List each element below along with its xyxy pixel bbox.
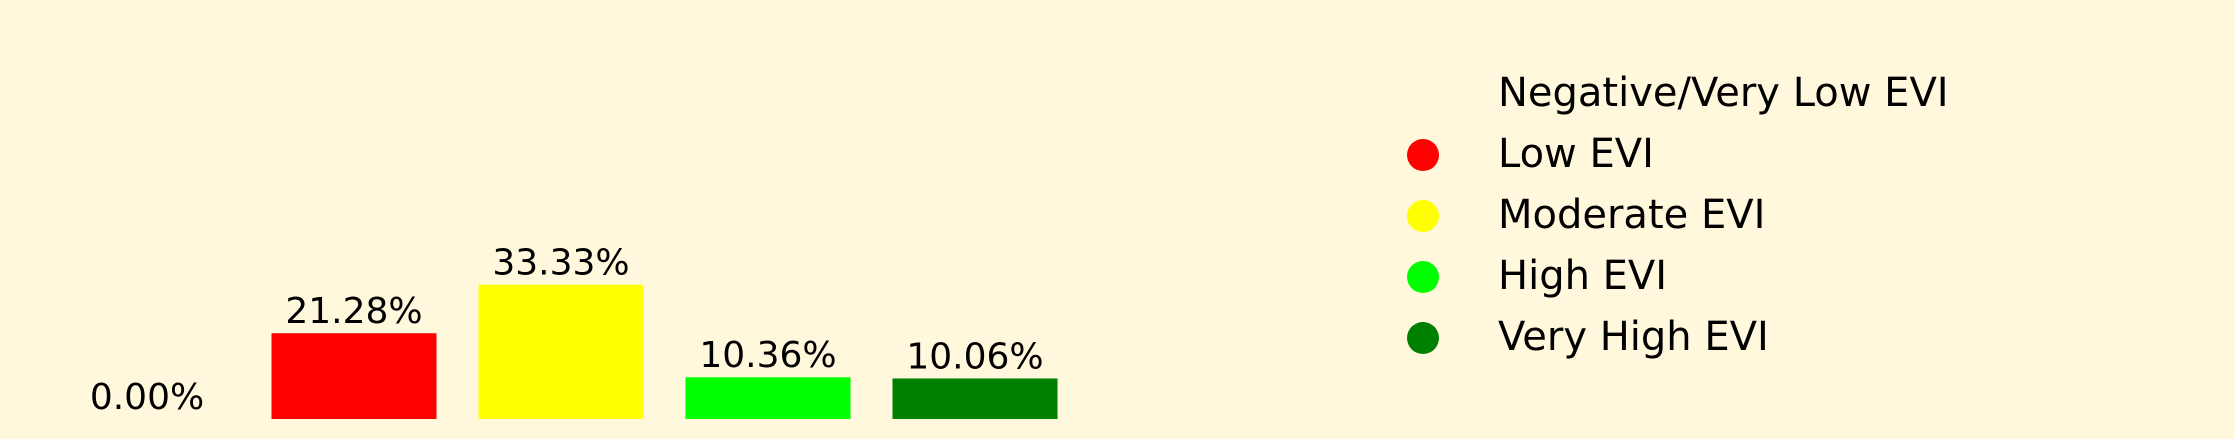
- bar-3: [478, 284, 644, 419]
- bar-4: [685, 377, 851, 419]
- value-labels-layer: 0.00% 21.28% 33.33% 10.36% 10.06%: [90, 243, 1044, 418]
- legend-label-1: Negative/Very Low EVI: [1498, 70, 1949, 116]
- value-label-2: 21.28%: [285, 291, 422, 332]
- legend-marker-3: [1407, 200, 1439, 232]
- value-label-1: 0.00%: [90, 377, 204, 418]
- legend-marker-2: [1407, 139, 1439, 171]
- bars-layer: [271, 284, 1058, 419]
- legend-marker-5: [1407, 322, 1439, 354]
- value-label-3: 33.33%: [492, 243, 629, 284]
- legend-marker-4: [1407, 261, 1439, 293]
- legend-label-4: High EVI: [1498, 253, 1667, 299]
- legend-marker-1: [1407, 78, 1439, 110]
- legend-label-5: Very High EVI: [1498, 314, 1769, 360]
- legend-label-3: Moderate EVI: [1498, 192, 1765, 238]
- bar-5: [892, 378, 1058, 419]
- value-label-5: 10.06%: [906, 336, 1043, 377]
- legend-label-2: Low EVI: [1498, 131, 1654, 177]
- legend: Negative/Very Low EVI Low EVI Moderate EVI…: [1407, 70, 1949, 360]
- value-label-4: 10.36%: [699, 335, 836, 376]
- bar-2: [271, 333, 437, 419]
